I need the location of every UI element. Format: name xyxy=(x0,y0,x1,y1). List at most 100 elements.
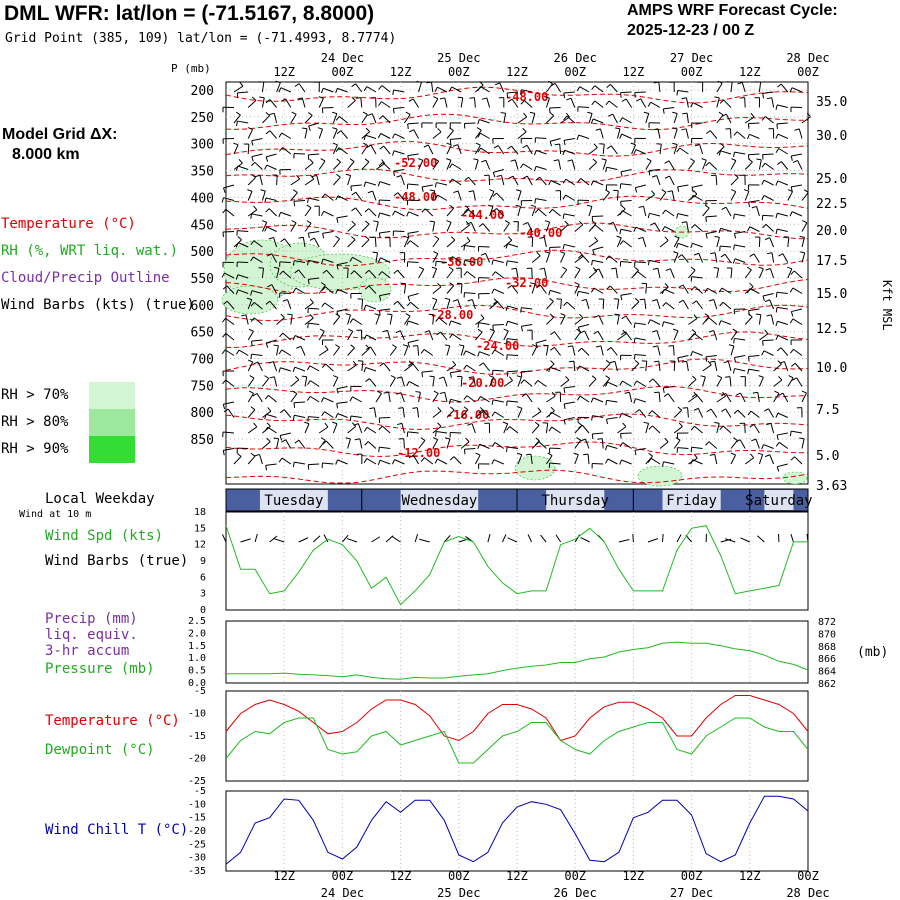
wind-barb-flag xyxy=(491,459,495,465)
wind-barb xyxy=(480,86,490,93)
wind-barb-flag xyxy=(590,397,594,403)
legend-rh90-swatch xyxy=(89,436,135,463)
wind-barb-flag xyxy=(264,375,269,379)
wind-barb-flag xyxy=(320,158,326,162)
wind-barb-flag xyxy=(265,300,271,305)
wind-barb-flag xyxy=(372,251,378,254)
wind-barb xyxy=(432,131,442,139)
wind-barb xyxy=(716,83,723,93)
wind-barb xyxy=(265,197,277,201)
wind-barb-flag xyxy=(594,314,600,318)
wind-barb xyxy=(620,432,632,435)
wind-barb-flag xyxy=(790,270,795,275)
wind-barb-flag xyxy=(477,328,483,333)
wind-barb-flag xyxy=(510,159,516,162)
wind-barb xyxy=(499,82,505,93)
wind-barb-flag xyxy=(379,145,384,150)
wind-barb-flag xyxy=(583,453,589,456)
wind-barb xyxy=(492,399,504,403)
wind-barb-flag xyxy=(559,251,565,254)
wind-barb xyxy=(642,237,647,248)
wind-barb-flag xyxy=(446,158,452,161)
wind-barb xyxy=(763,179,774,186)
wind-barb xyxy=(777,180,788,186)
wind-barb-flag xyxy=(562,244,565,250)
wind-barb-flag xyxy=(364,158,370,163)
wind-barb-flag xyxy=(662,209,666,215)
wind-barb xyxy=(432,190,436,201)
wind-barb xyxy=(369,378,377,387)
wind-barb-flag xyxy=(253,205,258,211)
wind-barb xyxy=(588,240,598,248)
wind-barb xyxy=(507,338,519,341)
wind-barb-flag xyxy=(755,313,761,316)
wind-barb xyxy=(290,114,297,124)
wind-barb xyxy=(723,99,732,108)
wind-barb xyxy=(501,175,505,186)
wind-barb-flag xyxy=(280,313,285,318)
wind-barb-flag xyxy=(575,266,581,270)
wind-barb xyxy=(658,392,661,403)
wind-barb-flag xyxy=(549,112,555,116)
wind-barb-flag xyxy=(648,452,653,457)
wind-barb-flag xyxy=(409,129,414,133)
wind-barb xyxy=(657,128,661,139)
wind-barb xyxy=(453,456,462,465)
wind-barb xyxy=(460,240,471,248)
wind-barb xyxy=(730,345,735,356)
wind-barb xyxy=(365,134,377,139)
height-tick-label: 25.0 xyxy=(816,172,847,187)
wind-barb xyxy=(566,301,576,310)
wind-barb xyxy=(223,431,235,434)
weekday-label: Tuesday xyxy=(264,493,323,509)
height-tick-label: 30.0 xyxy=(816,129,847,144)
wind-barb-flag xyxy=(345,313,351,316)
wind-barb xyxy=(527,222,533,232)
wind-barb xyxy=(545,455,553,465)
wind-barb-flag xyxy=(622,422,627,428)
wind-barb-flag xyxy=(351,422,357,427)
wind-barb-flag xyxy=(579,313,584,319)
wind-barb-flag xyxy=(475,142,481,146)
wind-barb-flag xyxy=(637,236,644,240)
wind-barb-flag xyxy=(756,158,762,161)
wind-barb-flag xyxy=(345,173,351,176)
wind-barb-flag xyxy=(248,390,254,394)
wind-barb-flag xyxy=(293,201,296,207)
wind-barb xyxy=(614,361,618,372)
wind-barb-flag xyxy=(336,403,339,409)
temp-dewpoint-tick-label: -5 xyxy=(194,686,206,697)
wind-barb xyxy=(418,392,421,403)
wind-barb-flag xyxy=(534,441,540,446)
wind-barb-flag xyxy=(595,128,601,131)
wind-barb-flag xyxy=(249,375,255,379)
wind-barb-flag xyxy=(563,301,568,307)
wind-barb-flag xyxy=(724,376,731,378)
wind-barb xyxy=(340,130,348,139)
wind-barb xyxy=(284,238,292,248)
wind-barb xyxy=(293,200,306,202)
wind-barb xyxy=(276,175,278,186)
wind-barb-flag xyxy=(223,408,229,413)
wind-barb xyxy=(678,242,689,248)
wind-barb xyxy=(521,370,533,373)
wind-barb-flag xyxy=(765,268,771,271)
wind-barb-flag xyxy=(591,100,596,106)
wind-barb-flag xyxy=(435,317,440,322)
wind-barb xyxy=(625,98,633,108)
wind-barb xyxy=(421,184,433,188)
wind-barb-flag xyxy=(365,378,370,383)
wind-barb xyxy=(522,163,533,170)
wind-barb-flag xyxy=(633,398,636,404)
wind-barb xyxy=(489,301,498,310)
wind-barb xyxy=(446,409,455,418)
wind-barb-flag xyxy=(664,175,670,179)
wind-barb xyxy=(686,361,689,372)
wind-barb xyxy=(757,392,760,403)
isotherm-line xyxy=(225,358,809,375)
wind-barb-flag xyxy=(378,101,382,107)
wind-barb xyxy=(407,231,419,234)
wind-barb xyxy=(247,209,258,217)
wind-barb xyxy=(333,238,340,248)
